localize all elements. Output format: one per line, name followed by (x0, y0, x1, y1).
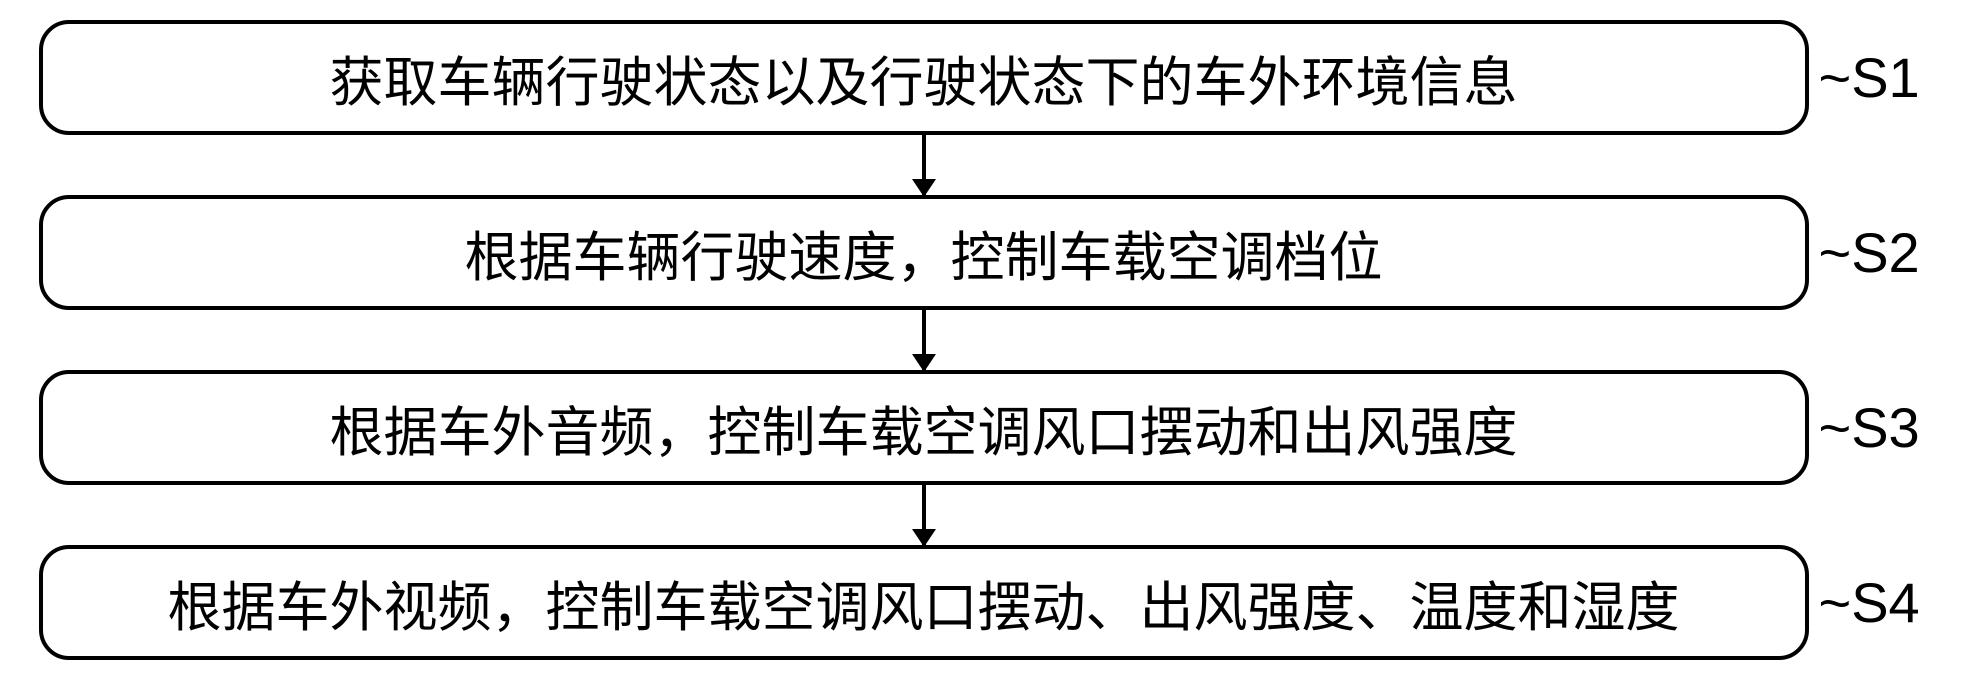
step-box-4: 根据车外视频，控制车载空调风口摆动、出风强度、温度和湿度 (39, 545, 1809, 660)
flowchart-container: 获取车辆行驶状态以及行驶状态下的车外环境信息 ~S1 根据车辆行驶速度，控制车载… (39, 20, 1939, 660)
step-row-4: 根据车外视频，控制车载空调风口摆动、出风强度、温度和湿度 ~S4 (39, 545, 1939, 660)
step-row-3: 根据车外音频，控制车载空调风口摆动和出风强度 ~S3 (39, 370, 1939, 485)
step-box-1: 获取车辆行驶状态以及行驶状态下的车外环境信息 (39, 20, 1809, 135)
arrow-container-2 (39, 310, 1939, 370)
step-box-3: 根据车外音频，控制车载空调风口摆动和出风强度 (39, 370, 1809, 485)
step-label-1: ~S1 (1819, 45, 1939, 110)
step-box-2: 根据车辆行驶速度，控制车载空调档位 (39, 195, 1809, 310)
arrow-container-1 (39, 135, 1939, 195)
step-row-1: 获取车辆行驶状态以及行驶状态下的车外环境信息 ~S1 (39, 20, 1939, 135)
step-label-3: ~S3 (1819, 395, 1939, 460)
step-label-4: ~S4 (1819, 570, 1939, 635)
step-row-2: 根据车辆行驶速度，控制车载空调档位 ~S2 (39, 195, 1939, 310)
arrow-icon (922, 310, 926, 370)
arrow-container-3 (39, 485, 1939, 545)
step-label-2: ~S2 (1819, 220, 1939, 285)
arrow-icon (922, 135, 926, 195)
arrow-icon (922, 485, 926, 545)
